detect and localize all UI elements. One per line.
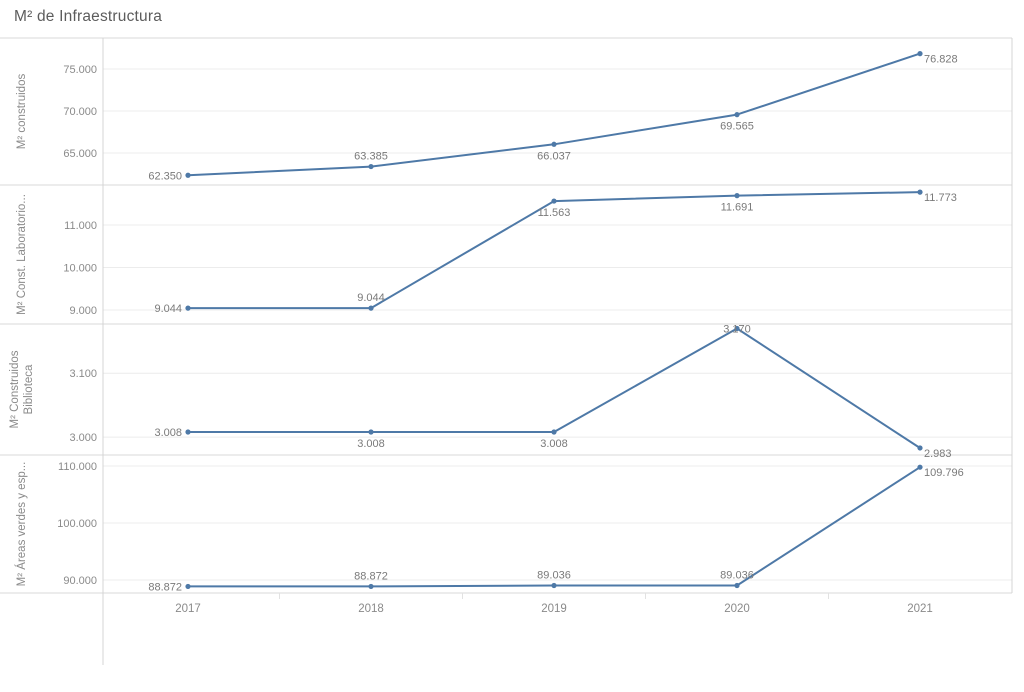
data-point[interactable]: [734, 325, 740, 332]
y-tick-label: 9.000: [69, 305, 97, 317]
data-label: 89.036: [537, 569, 571, 581]
data-label: 88.872: [354, 570, 388, 582]
data-point[interactable]: [185, 583, 191, 590]
data-point[interactable]: [917, 51, 923, 57]
y-tick-label: 100.000: [57, 518, 97, 530]
data-label: 76.828: [924, 54, 958, 66]
data-point[interactable]: [734, 582, 740, 589]
y-axis-label: M² Áreas verdes y esp...: [15, 462, 28, 587]
y-tick-label: 70.000: [63, 106, 97, 118]
data-label: 11.773: [924, 192, 957, 204]
x-axis-label: 2020: [724, 603, 750, 615]
y-tick-label: 110.000: [58, 461, 97, 473]
data-point[interactable]: [368, 583, 374, 590]
y-axis-label: M² construidos: [16, 74, 28, 150]
y-tick-label: 90.000: [63, 575, 97, 587]
data-label: 2.983: [924, 448, 952, 460]
data-point[interactable]: [917, 189, 923, 195]
data-label: 63.385: [354, 151, 388, 163]
data-label: 11.563: [538, 207, 571, 219]
y-tick-label: 3.100: [69, 368, 97, 380]
data-point[interactable]: [185, 429, 191, 435]
y-tick-label: 11.000: [64, 220, 97, 232]
data-point[interactable]: [551, 429, 557, 435]
x-axis-label: 2018: [358, 603, 384, 615]
y-axis-label: M² Const. Laboratorio...: [16, 194, 28, 315]
x-axis-label: 2021: [907, 603, 933, 615]
data-label: 66.037: [537, 150, 571, 162]
data-point[interactable]: [368, 305, 374, 311]
x-axis-label: 2019: [541, 603, 567, 615]
data-label: 3.170: [723, 323, 751, 335]
y-tick-label: 65.000: [63, 148, 97, 160]
y-axis-label: M² Construidos: [9, 350, 21, 428]
data-point[interactable]: [368, 163, 374, 170]
data-label: 89.036: [720, 569, 754, 581]
y-tick-label: 75.000: [63, 64, 97, 76]
data-label: 62.350: [148, 170, 182, 182]
data-point[interactable]: [185, 172, 191, 178]
data-point[interactable]: [734, 112, 740, 118]
data-label: 109.796: [924, 467, 964, 479]
data-label: 88.872: [148, 581, 182, 593]
y-axis-label: Biblioteca: [23, 364, 35, 414]
data-point[interactable]: [551, 198, 557, 204]
chart-title: M² de Infraestructura: [14, 8, 163, 25]
data-label: 9.044: [357, 292, 385, 304]
data-point[interactable]: [551, 582, 557, 589]
data-label: 11.691: [721, 202, 754, 214]
x-axis-label: 2017: [175, 603, 201, 615]
y-tick-label: 3.000: [69, 432, 97, 444]
data-point[interactable]: [734, 193, 740, 199]
data-label: 3.008: [540, 438, 568, 450]
data-label: 9.044: [154, 303, 182, 315]
data-point[interactable]: [368, 429, 374, 435]
data-label: 3.008: [154, 427, 182, 439]
data-point[interactable]: [185, 305, 191, 311]
data-label: 69.565: [720, 121, 754, 133]
data-point[interactable]: [917, 445, 923, 451]
data-point[interactable]: [551, 141, 557, 147]
y-tick-label: 10.000: [63, 263, 97, 275]
data-point[interactable]: [917, 464, 923, 470]
data-label: 3.008: [357, 438, 385, 450]
